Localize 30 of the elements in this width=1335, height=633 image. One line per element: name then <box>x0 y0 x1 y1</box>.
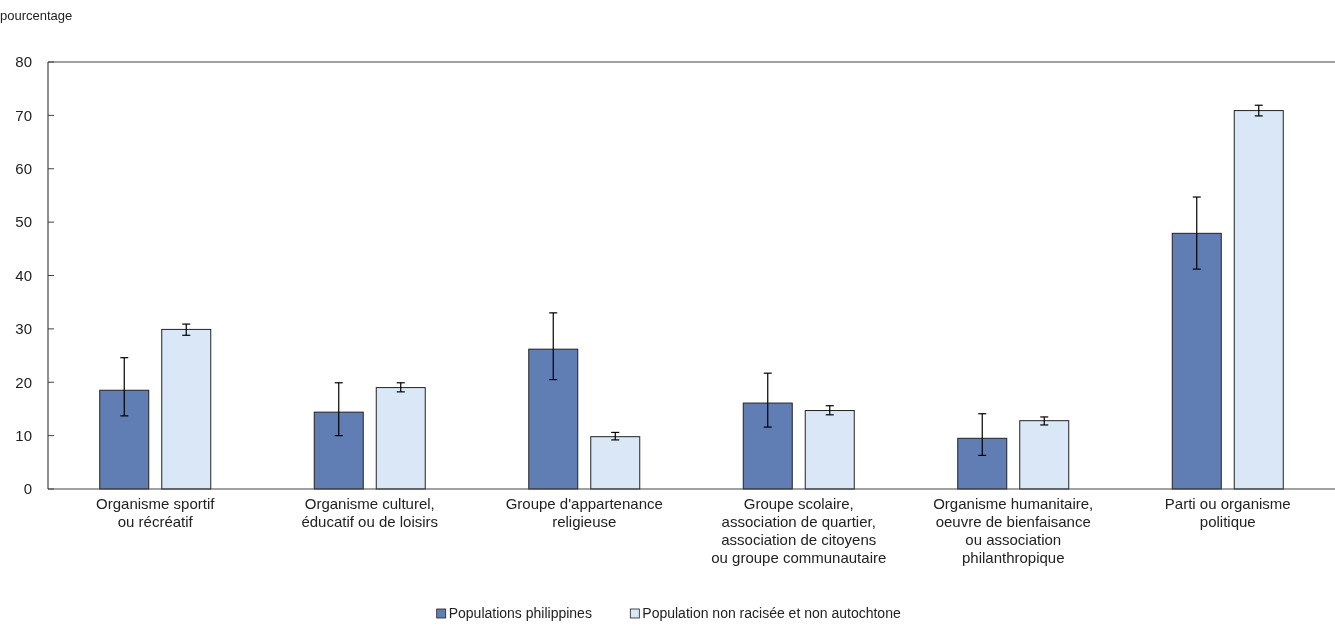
y-tick-label: 70 <box>15 106 32 124</box>
x-tick-label: Parti ou organisme politique <box>1164 495 1291 530</box>
bar <box>1171 232 1222 490</box>
bar <box>1019 420 1070 490</box>
y-tick-label: 10 <box>15 426 32 444</box>
bar <box>375 387 426 490</box>
bar <box>957 437 1008 490</box>
y-tick-label: 0 <box>23 480 32 498</box>
bar <box>161 328 212 490</box>
x-tick-label: Groupe scolaire, association de quartier, association de citoyens ou groupe communautaire <box>711 495 887 566</box>
y-axis-title: pourcentage <box>0 8 73 23</box>
y-tick-label: 50 <box>15 213 32 231</box>
legend-label: Populations philippines <box>448 605 592 621</box>
y-tick-label: 40 <box>15 266 32 284</box>
bar <box>313 411 364 490</box>
x-tick-label: Organisme humanitaire, oeuvre de bienfaisance ou association philanthropique <box>933 495 1094 566</box>
y-tick-label: 20 <box>15 373 32 391</box>
bar <box>590 436 641 490</box>
bar <box>99 389 150 490</box>
y-tick-label: 80 <box>15 53 32 71</box>
x-tick-label: Organisme culturel, éducatif ou de loisirs <box>301 495 439 530</box>
bar <box>1233 110 1284 490</box>
bar <box>804 410 855 490</box>
bar <box>528 348 579 490</box>
x-tick-label: Groupe d'appartenance religieuse <box>505 495 663 530</box>
bar <box>742 402 793 490</box>
x-tick-label: Organisme sportif ou récréatif <box>96 495 216 530</box>
legend-label: Population non racisée et non autochtone <box>642 605 901 621</box>
y-tick-label: 30 <box>15 320 32 338</box>
y-tick-label: 60 <box>15 160 32 177</box>
